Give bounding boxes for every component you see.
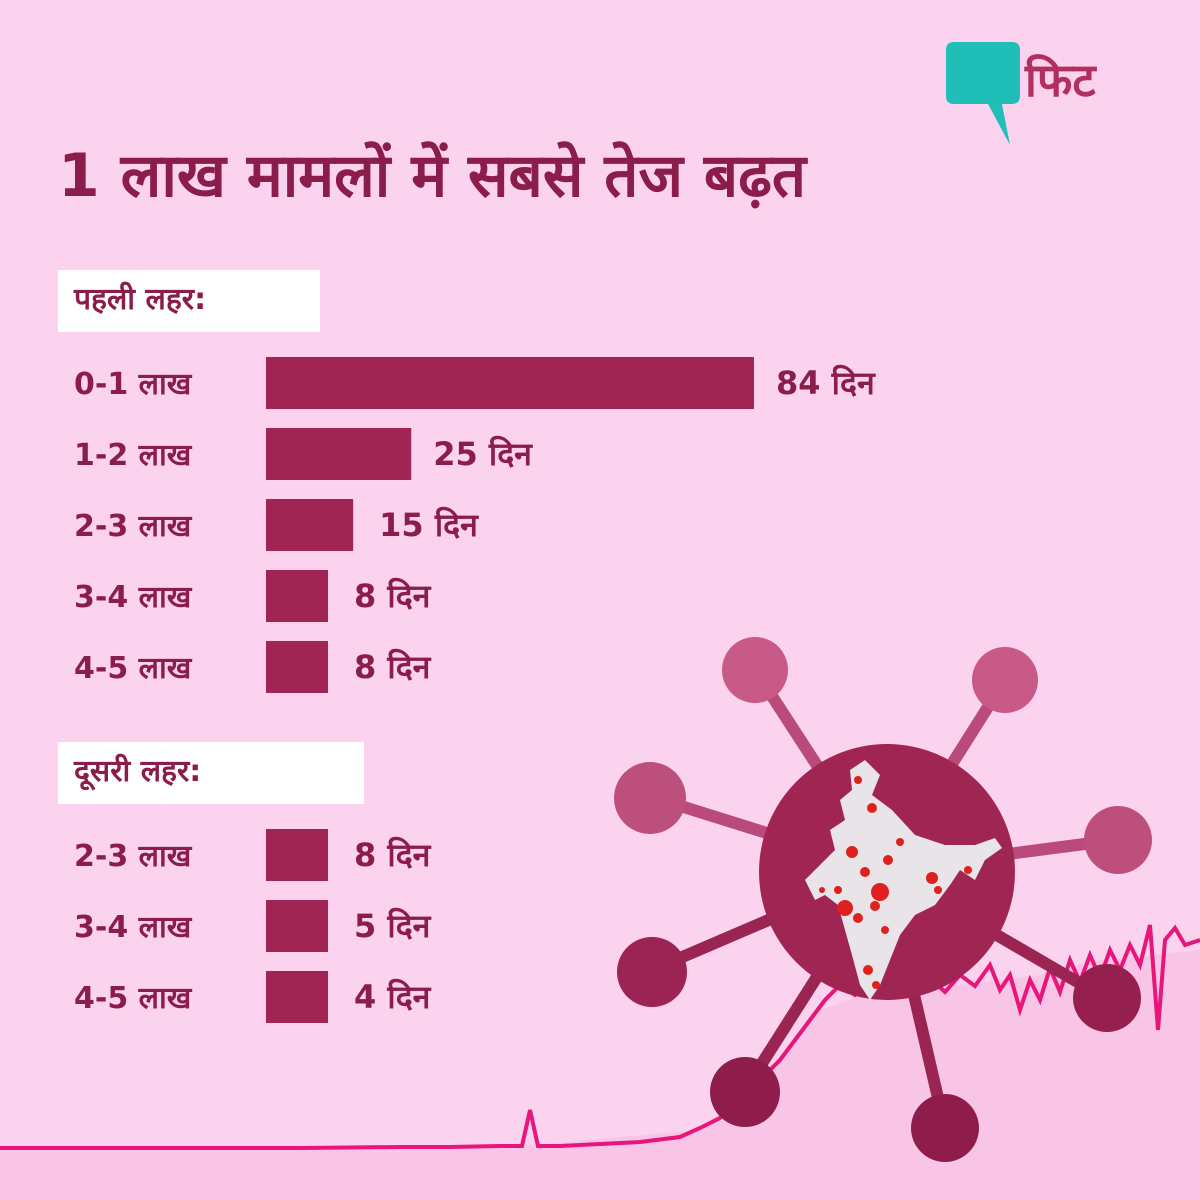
- bar: [266, 357, 754, 409]
- category-label: 0-1 लाख: [74, 367, 193, 402]
- data-label: 8 दिन: [354, 648, 432, 686]
- data-label: 25 दिन: [433, 435, 533, 473]
- bar: [266, 641, 328, 693]
- bar: [266, 570, 328, 622]
- category-label: 3-4 लाख: [74, 910, 193, 945]
- category-label: 4-5 लाख: [74, 651, 193, 686]
- brand-logo-text: फिट: [1025, 53, 1096, 107]
- data-label: 4 दिन: [354, 978, 432, 1016]
- bar: [266, 971, 328, 1023]
- page-title: 1 लाख मामलों में सबसे तेज बढ़त: [58, 141, 807, 211]
- data-label: 8 दिन: [354, 836, 432, 874]
- data-label: 5 दिन: [354, 907, 432, 945]
- bar: [266, 428, 412, 480]
- bar: [266, 900, 328, 952]
- fit-logo-icon: [946, 42, 1020, 145]
- category-label: 2-3 लाख: [74, 839, 193, 874]
- category-label: 4-5 लाख: [74, 981, 193, 1016]
- trend-area: [0, 950, 1200, 1200]
- data-label: 84 दिन: [776, 364, 876, 402]
- section-first-wave: पहली लहर:: [58, 270, 320, 332]
- category-label: 1-2 लाख: [74, 438, 193, 473]
- data-label: 8 दिन: [354, 577, 432, 615]
- category-label: 3-4 लाख: [74, 580, 193, 615]
- data-label: 15 दिन: [379, 506, 479, 544]
- bar: [266, 499, 354, 551]
- india-map-icon: [805, 760, 1002, 1000]
- category-label: 2-3 लाख: [74, 509, 193, 544]
- bar: [266, 829, 328, 881]
- section-second-wave: दूसरी लहर:: [58, 742, 364, 804]
